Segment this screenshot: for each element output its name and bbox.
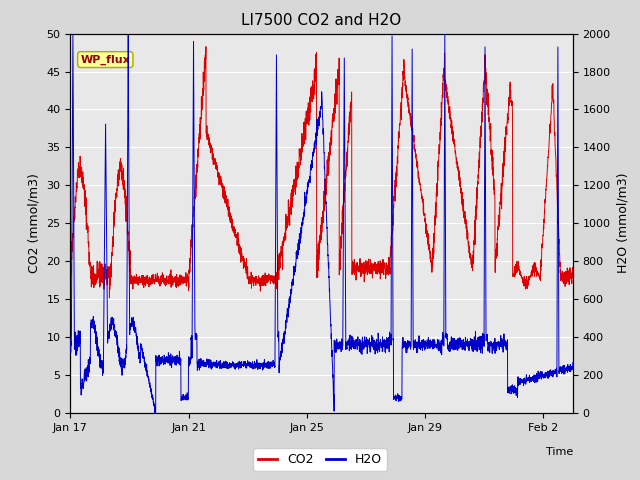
Y-axis label: CO2 (mmol/m3): CO2 (mmol/m3) (28, 173, 41, 273)
Y-axis label: H2O (mmol/m3): H2O (mmol/m3) (616, 173, 629, 274)
Text: Time: Time (545, 447, 573, 457)
Title: LI7500 CO2 and H2O: LI7500 CO2 and H2O (241, 13, 402, 28)
Text: WP_flux: WP_flux (81, 54, 130, 65)
Legend: CO2, H2O: CO2, H2O (253, 448, 387, 471)
